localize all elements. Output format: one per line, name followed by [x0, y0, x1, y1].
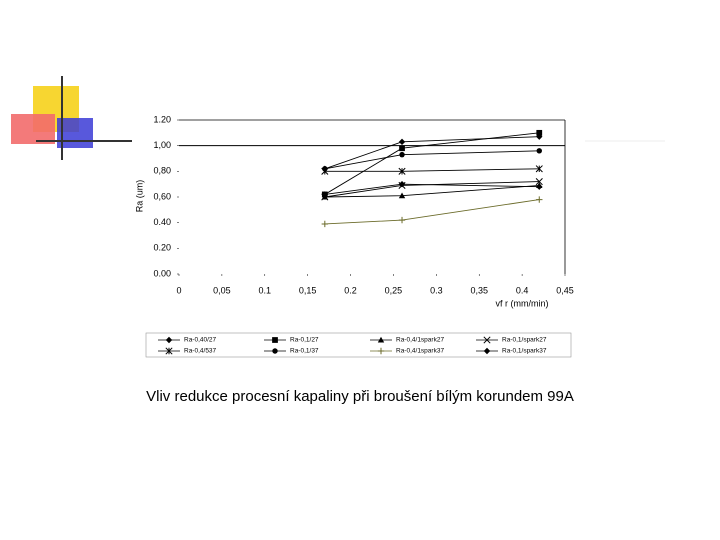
legend-label: Ra-0,4/1spark27: [396, 337, 444, 344]
series-line: [324, 183, 540, 195]
series-line: [324, 199, 540, 225]
legend-label: Ra-0,1/spark27: [502, 337, 547, 344]
data-point: [321, 191, 329, 198]
data-point: [536, 129, 543, 136]
legend-marker: [377, 347, 385, 355]
data-point: [398, 192, 406, 199]
legend-marker: [272, 348, 278, 354]
y-tick-label: 0.00: [153, 268, 171, 278]
data-point: [322, 166, 328, 172]
legend-marker: [483, 336, 491, 344]
data-point: [321, 220, 329, 228]
x-tick-label: 0.2: [344, 285, 357, 295]
legend-label: Ra-0,1/27: [290, 337, 319, 344]
series-line: [324, 168, 540, 172]
x-tick-label: 0: [176, 285, 181, 295]
x-tick-label: 0,25: [385, 285, 403, 295]
x-axis-title: vf r (mm/min): [496, 298, 549, 308]
x-tick-label: 0,35: [470, 285, 488, 295]
x-tick-label: 0,45: [556, 285, 574, 295]
legend-label: Ra-0,1/spark37: [502, 348, 547, 355]
y-axis-title: Ra (um): [134, 180, 144, 213]
series-line: [324, 136, 540, 170]
legend-marker: [165, 347, 173, 355]
data-point: [399, 151, 405, 158]
series-line: [324, 185, 540, 198]
legend-marker: [272, 337, 278, 343]
x-tick-label: 0.3: [430, 285, 443, 295]
series-line: [324, 132, 540, 195]
data-point: [398, 138, 406, 146]
caption: Vliv redukce procesní kapaliny při brouš…: [146, 388, 574, 405]
legend-marker: [483, 347, 491, 355]
x-tick-label: 0,15: [299, 285, 317, 295]
x-tick-label: 0.4: [516, 285, 529, 295]
legend-label: Ra-0,40/27: [184, 337, 217, 344]
data-point: [399, 145, 405, 152]
x-tick-label: 0,05: [213, 285, 231, 295]
legend-marker: [165, 336, 173, 344]
data-point: [398, 180, 406, 188]
chart: Ra (um) vf r (mm/min) 0.000.200.400,600,…: [11, 76, 665, 358]
legend-label: Ra-0,1/37: [290, 348, 319, 355]
data-point: [536, 183, 543, 190]
data-point: [535, 178, 543, 186]
data-point: [536, 196, 543, 203]
legend-box: [145, 332, 572, 358]
legend-marker: [377, 336, 385, 343]
decor-red: [11, 114, 55, 144]
y-tick-label: 0,60: [153, 191, 171, 201]
y-tick-label: 1.20: [153, 114, 171, 124]
legend-label: Ra-0,4/537: [184, 348, 217, 355]
y-tick-label: 0.20: [153, 243, 171, 253]
data-point: [535, 165, 543, 173]
series-line: [324, 181, 540, 198]
y-tick-label: 1,00: [153, 140, 171, 150]
data-point: [536, 133, 543, 140]
data-point: [398, 167, 406, 175]
legend-label: Ra-0,4/1spark37: [396, 348, 444, 355]
data-point: [398, 216, 406, 224]
data-point: [536, 148, 542, 154]
x-tick-label: 0.1: [259, 285, 272, 295]
y-tick-label: 0,80: [153, 166, 171, 176]
y-tick-label: 0.40: [153, 217, 171, 227]
series-line: [324, 150, 540, 170]
